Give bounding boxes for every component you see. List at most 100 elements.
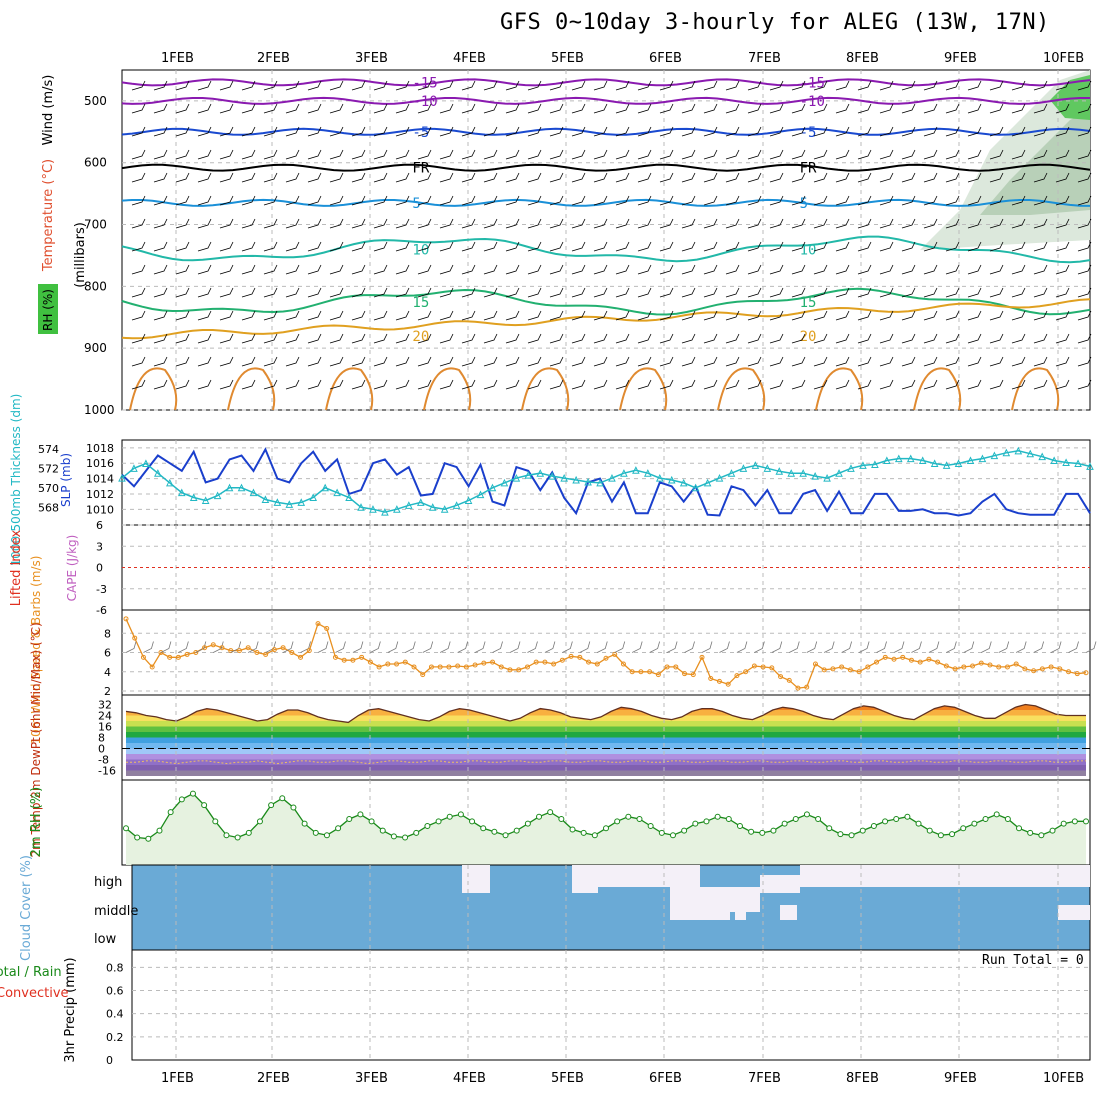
upper-wind-barb — [593, 287, 608, 298]
upper-wind-barb — [1011, 356, 1026, 367]
upper-wind-barb — [747, 287, 762, 298]
upper-wind-barb — [593, 379, 608, 390]
date-label-bottom: 1FEB — [161, 1071, 194, 1086]
upper-wind-barb — [461, 195, 476, 206]
rh2m-marker — [402, 834, 409, 841]
upper-wind-barb — [703, 218, 718, 229]
wind10m-marker — [996, 664, 1002, 670]
rh2m-marker — [547, 809, 554, 816]
upper-wind-barb — [791, 126, 806, 137]
upper-wind-barb — [989, 356, 1004, 367]
rh2m-marker — [792, 816, 799, 823]
rh2m-marker — [770, 827, 777, 834]
wind10m-marker — [943, 663, 949, 669]
upper-wind-barb — [373, 241, 388, 252]
upper-wind-barb — [175, 103, 190, 114]
upper-wind-barb — [879, 195, 894, 206]
wind10m-marker — [254, 650, 260, 655]
upper-wind-barb — [461, 241, 476, 252]
rh2m-marker — [937, 832, 944, 839]
upper-wind-barb — [593, 149, 608, 160]
upper-wind-barb — [747, 126, 762, 137]
upper-wind-barb — [219, 126, 234, 137]
upper-wind-barb — [197, 310, 212, 321]
upper-wind-barb — [945, 241, 960, 252]
wind10m-marker — [463, 664, 469, 670]
date-label-bottom: 2FEB — [257, 1071, 290, 1086]
upper-wind-barb — [813, 241, 828, 252]
upper-wind-barb — [659, 310, 674, 321]
wind10m-marker — [428, 664, 434, 670]
upper-wind-barb — [527, 333, 542, 344]
upper-wind-barb — [263, 149, 278, 160]
upper-wind-barb — [813, 103, 828, 114]
upper-wind-barb — [901, 241, 916, 252]
upper-wind-barb — [813, 287, 828, 298]
upper-wind-barb — [791, 264, 806, 275]
wind10m-marker — [568, 653, 574, 659]
rh2m-marker — [826, 825, 833, 832]
upper-wind-barb — [615, 172, 630, 183]
upper-wind-barb — [593, 195, 608, 206]
upper-wind-barb — [461, 172, 476, 183]
axis-label-rh2m: 2m RH (%) — [29, 787, 44, 858]
upper-wind-barb — [527, 80, 542, 91]
upper-wind-barb — [461, 310, 476, 321]
upper-wind-barb — [307, 287, 322, 298]
upper-wind-barb — [505, 287, 520, 298]
upper-wind-barb — [263, 241, 278, 252]
upper-wind-barb — [505, 103, 520, 114]
upper-wind-barb — [1077, 149, 1092, 160]
upper-wind-barb — [813, 310, 828, 321]
upper-wind-barb — [219, 149, 234, 160]
thickness-marker — [500, 478, 509, 487]
temperature-contour-25 — [227, 367, 276, 411]
upper-wind-barb — [923, 356, 938, 367]
upper-wind-barb — [549, 195, 564, 206]
upper-wind-barb — [681, 218, 696, 229]
upper-wind-barb — [681, 149, 696, 160]
upper-wind-barb — [153, 126, 168, 137]
upper-wind-barb — [153, 149, 168, 160]
upper-wind-barb — [857, 149, 872, 160]
upper-wind-barb — [505, 264, 520, 275]
upper-wind-barb — [703, 264, 718, 275]
rh2m-marker — [949, 831, 956, 838]
thickness-marker — [285, 500, 294, 508]
upper-wind-barb — [1055, 195, 1070, 206]
upper-wind-barb — [967, 80, 982, 91]
wind10m-marker — [376, 664, 382, 670]
upper-wind-barb — [131, 356, 146, 367]
upper-wind-barb — [175, 80, 190, 91]
upper-wind-barb — [153, 264, 168, 275]
upper-wind-barb — [395, 195, 410, 206]
wind10m-barb — [474, 641, 486, 653]
wind10m-barb — [317, 641, 329, 653]
upper-wind-barb — [373, 287, 388, 298]
rh2m-marker — [636, 816, 643, 823]
upper-wind-barb — [329, 218, 344, 229]
upper-wind-barb — [593, 103, 608, 114]
upper-wind-barb — [153, 218, 168, 229]
upper-wind-barb — [835, 195, 850, 206]
upper-wind-barb — [351, 172, 366, 183]
upper-wind-barb — [901, 356, 916, 367]
temperature-contour — [121, 78, 1091, 87]
upper-wind-barb — [879, 126, 894, 137]
upper-wind-barb — [791, 103, 806, 114]
upper-wind-barb — [417, 241, 432, 252]
upper-wind-barb — [967, 149, 982, 160]
upper-wind-barb — [483, 195, 498, 206]
wind10m-marker — [682, 671, 688, 677]
upper-wind-barb — [505, 310, 520, 321]
upper-wind-barb — [197, 103, 212, 114]
wind10m-barb — [981, 641, 992, 653]
upper-wind-barb — [549, 172, 564, 183]
wind10m-marker — [551, 661, 557, 667]
upper-wind-barb — [945, 264, 960, 275]
rh2m-marker — [390, 833, 397, 840]
upper-wind-barb — [219, 195, 234, 206]
upper-wind-barb — [769, 356, 784, 367]
rh2m-marker — [312, 829, 319, 836]
upper-wind-barb — [703, 103, 718, 114]
